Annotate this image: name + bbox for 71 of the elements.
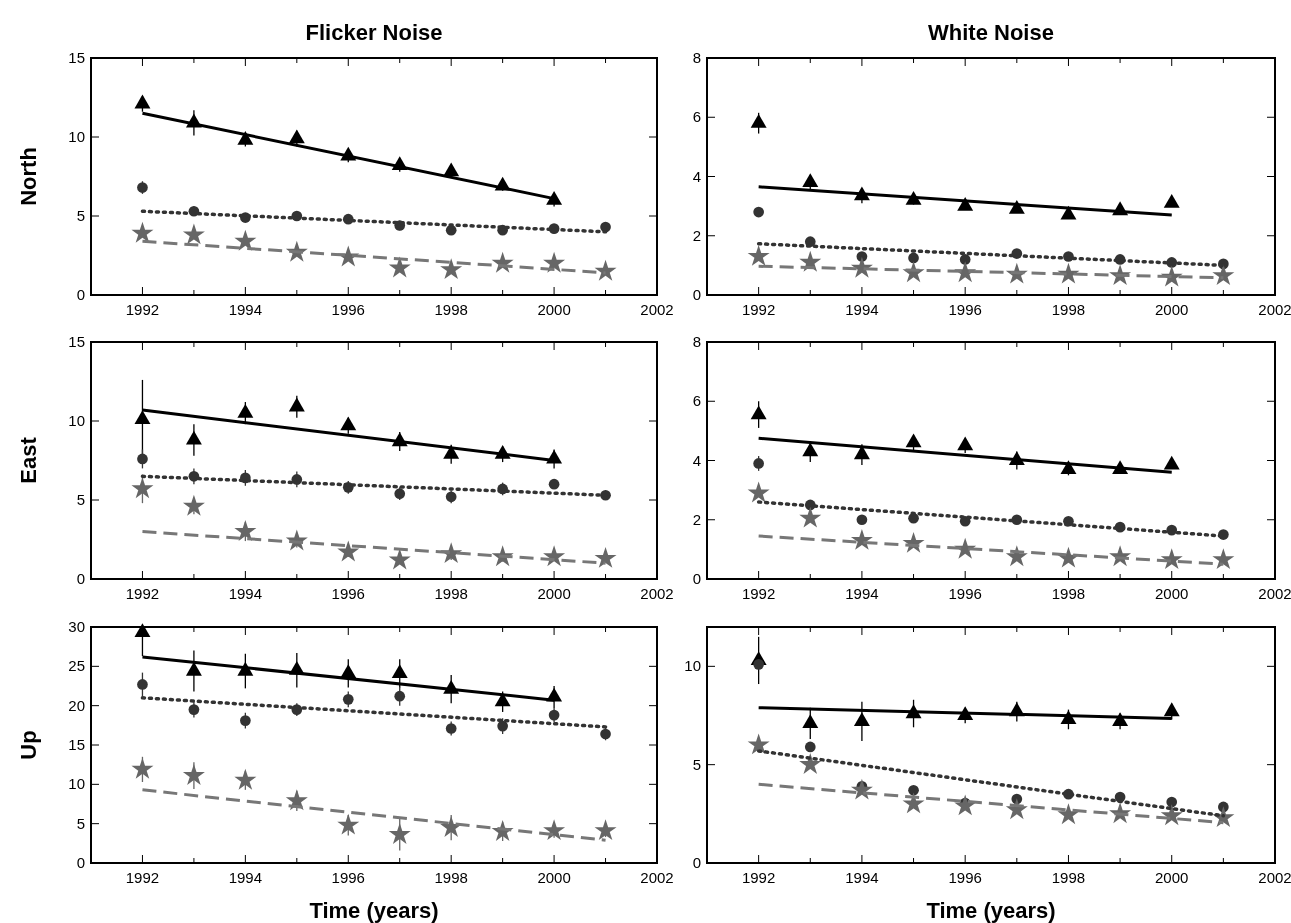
x-tick-label: 2002: [640, 301, 674, 318]
x-axis-title: Time (years): [309, 898, 439, 923]
y-tick-label: 10: [68, 128, 85, 145]
x-tick-label: 1998: [1051, 585, 1086, 602]
x-tick-label: 2000: [1155, 869, 1189, 886]
x-tick-label: 2000: [537, 301, 571, 318]
y-tick-label: 8: [692, 333, 701, 350]
y-axis-title: East: [16, 436, 41, 484]
y-tick-label: 5: [76, 814, 85, 832]
y-tick-label: 6: [692, 392, 701, 410]
x-tick-label: 2000: [1155, 301, 1189, 318]
x-tick-label: 1996: [331, 869, 365, 886]
x-tick-label: 1996: [948, 585, 982, 602]
x-tick-label: 1994: [228, 301, 263, 318]
y-tick-label: 20: [68, 696, 85, 714]
y-tick-label: 10: [68, 775, 85, 793]
y-tick-label: 0: [692, 286, 701, 303]
x-tick-label: 2000: [537, 585, 571, 602]
x-axis-title: Time (years): [926, 898, 1056, 923]
y-tick-label: 10: [684, 657, 701, 675]
x-tick-label: 1992: [741, 585, 776, 602]
x-tick-label: 1998: [434, 869, 468, 886]
x-tick-label: 1994: [845, 869, 879, 886]
y-tick-label: 2: [692, 226, 701, 244]
x-tick-label: 2002: [640, 869, 674, 886]
y-tick-label: 5: [692, 755, 701, 773]
y-tick-label: 0: [76, 570, 85, 587]
chart-title: Flicker Noise: [305, 20, 443, 45]
y-tick-label: 6: [692, 108, 701, 126]
x-tick-label: 1996: [948, 301, 982, 318]
x-tick-label: 1994: [845, 585, 879, 602]
x-tick-label: 1992: [125, 585, 160, 602]
chart-title: White Noise: [928, 20, 1054, 45]
y-tick-label: 2: [692, 510, 701, 528]
y-tick-label: 0: [76, 854, 85, 871]
x-tick-label: 1994: [845, 301, 879, 318]
y-tick-label: 5: [76, 207, 85, 224]
x-tick-label: 1992: [125, 301, 160, 318]
x-tick-label: 1994: [228, 869, 263, 886]
y-tick-label: 10: [68, 412, 85, 429]
x-tick-label: 1992: [741, 869, 776, 886]
x-tick-label: 2002: [1258, 301, 1291, 318]
y-tick-label: 15: [68, 736, 85, 753]
x-tick-label: 2000: [1155, 585, 1189, 602]
x-tick-label: 1996: [948, 869, 982, 886]
x-tick-label: 2002: [1258, 869, 1291, 886]
x-tick-label: 1998: [1051, 869, 1086, 886]
y-tick-label: 30: [68, 618, 85, 635]
y-tick-label: 15: [68, 333, 85, 350]
x-tick-label: 2002: [640, 585, 674, 602]
y-tick-label: 0: [692, 570, 701, 587]
y-axis-title: Up: [16, 730, 41, 760]
x-tick-label: 1998: [434, 585, 468, 602]
y-tick-label: 4: [692, 167, 701, 185]
y-tick-label: 5: [76, 491, 85, 508]
x-tick-label: 1992: [125, 869, 160, 886]
x-tick-label: 1994: [228, 585, 263, 602]
x-tick-label: 1998: [1051, 301, 1086, 318]
y-tick-label: 25: [68, 657, 85, 675]
y-tick-label: 15: [68, 49, 85, 66]
x-tick-label: 1998: [434, 301, 468, 318]
x-tick-label: 1992: [741, 301, 776, 318]
y-axis-title: North: [16, 147, 41, 206]
y-tick-label: 4: [692, 451, 701, 469]
x-tick-label: 1996: [331, 301, 365, 318]
x-tick-label: 2000: [537, 869, 571, 886]
x-tick-label: 2002: [1258, 585, 1291, 602]
y-tick-label: 0: [692, 854, 701, 871]
y-tick-label: 8: [692, 49, 701, 66]
x-tick-label: 1996: [331, 585, 365, 602]
y-tick-label: 0: [76, 286, 85, 303]
